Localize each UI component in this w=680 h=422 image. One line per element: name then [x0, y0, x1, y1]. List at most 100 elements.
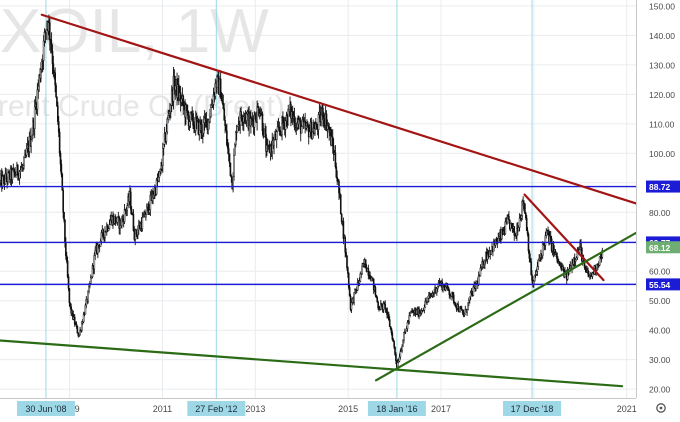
candle-body	[19, 172, 20, 179]
candle-body	[368, 268, 369, 275]
candle-body	[66, 256, 67, 261]
candle-body	[518, 227, 519, 230]
candle-body	[341, 214, 342, 222]
candle-body	[43, 41, 44, 61]
candle-body	[224, 109, 225, 121]
candle-body	[46, 29, 47, 32]
candle-body	[130, 192, 131, 209]
candle-body	[175, 86, 176, 90]
candle-body	[376, 295, 377, 297]
x-tick-label: 2013	[245, 404, 265, 414]
candle-body	[56, 97, 57, 106]
candle-body	[237, 127, 238, 132]
candle-body	[468, 300, 469, 303]
candle-body	[31, 135, 32, 140]
candle-body	[262, 114, 263, 131]
candle-body	[453, 295, 454, 303]
candle-body	[556, 253, 557, 259]
candle-body	[306, 126, 307, 128]
candle-body	[62, 174, 63, 190]
candle-body	[170, 105, 171, 112]
candle-body	[273, 139, 274, 146]
candle-body	[74, 317, 75, 324]
candle-body	[321, 115, 322, 122]
candle-body	[437, 286, 438, 288]
y-tick-label: 130.00	[649, 60, 675, 70]
candle-body	[81, 323, 82, 330]
candle-body	[462, 310, 463, 312]
candle-body	[83, 314, 84, 322]
candle-body	[7, 172, 8, 182]
candle-body	[55, 73, 56, 86]
candle-body	[346, 252, 347, 255]
candle-body	[478, 276, 479, 284]
candle-body	[169, 112, 170, 114]
candle-body	[44, 32, 45, 41]
candle-body	[294, 116, 295, 127]
candle-body	[467, 303, 468, 310]
candle-body	[225, 126, 226, 131]
candle-body	[146, 207, 147, 215]
current-price-label: 68.12	[649, 243, 671, 253]
candle-body	[131, 209, 132, 214]
candle-body	[250, 118, 251, 125]
candle-body	[340, 195, 341, 214]
candle-body	[527, 231, 528, 234]
candle-body	[533, 281, 534, 284]
candle-body	[17, 165, 18, 175]
candle-body	[316, 124, 317, 127]
candle-body	[230, 163, 231, 176]
candle-body	[395, 354, 396, 360]
candle-body	[63, 190, 64, 212]
candle-body	[521, 216, 522, 218]
candle-body	[336, 167, 337, 177]
candle-body	[23, 166, 24, 168]
candle-body	[77, 326, 78, 333]
candle-body	[349, 288, 350, 297]
y-tick-label: 20.00	[649, 385, 671, 395]
candle-body	[40, 69, 41, 78]
candle-body	[526, 218, 527, 231]
candle-body	[168, 114, 169, 116]
candle-body	[391, 329, 392, 333]
y-tick-label: 110.00	[649, 119, 675, 129]
candle-body	[424, 307, 425, 310]
candle-body	[531, 262, 532, 275]
candle-body	[348, 273, 349, 287]
candle-body	[145, 215, 146, 217]
candle-body	[345, 238, 346, 253]
candle-body	[229, 154, 230, 163]
candle-body	[186, 105, 187, 110]
candle-body	[163, 144, 164, 148]
candle-body	[399, 357, 400, 361]
gear-icon-hub	[660, 407, 663, 410]
candle-body	[534, 275, 535, 281]
candle-body	[469, 297, 470, 300]
candle-body	[23, 157, 24, 165]
candle-body	[519, 218, 520, 228]
candle-body	[388, 314, 389, 319]
candle-body	[60, 153, 61, 164]
candle-body	[346, 256, 347, 268]
candle-body	[228, 148, 229, 153]
candle-body	[588, 270, 589, 274]
candle-body	[51, 43, 52, 51]
candle-body	[223, 103, 224, 109]
candle-body	[337, 177, 338, 181]
candle-body	[394, 342, 395, 347]
candle-body	[538, 260, 539, 266]
candle-body	[161, 166, 162, 169]
candle-body	[31, 140, 32, 146]
candle-body	[255, 115, 256, 119]
candle-body	[498, 238, 499, 242]
candle-body	[203, 123, 204, 133]
x-tick-label: 2015	[338, 404, 358, 414]
candle-body	[227, 145, 228, 148]
candle-body	[2, 176, 3, 186]
candle-body	[168, 115, 169, 119]
candle-body	[64, 212, 65, 220]
candle-body	[362, 266, 363, 274]
candle-body	[386, 308, 387, 314]
